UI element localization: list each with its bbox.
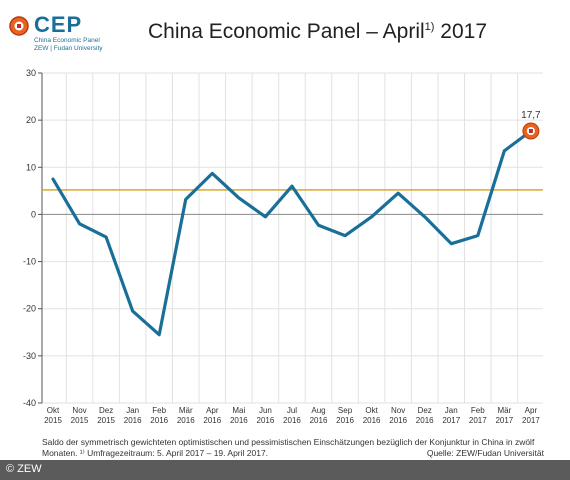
footnote: Saldo der symmetrisch gewichteten optimi…: [42, 437, 547, 459]
x-tick-label-month: Jun: [259, 406, 272, 415]
cep-logo: CEP China Economic Panel ZEW | Fudan Uni…: [8, 10, 128, 54]
title-year: 2017: [440, 20, 487, 43]
x-tick-label-month: Jan: [126, 406, 139, 415]
footnote-line-1: Saldo der symmetrisch gewichteten optimi…: [42, 437, 535, 447]
logo-line-1: China Economic Panel: [34, 37, 100, 44]
y-tick-label: -30: [23, 351, 36, 361]
x-tick-label-month: Mär: [497, 406, 511, 415]
y-tick-label: 0: [31, 209, 36, 219]
x-tick-label-year: 2016: [310, 416, 328, 425]
title-main: China Economic Panel – April: [148, 20, 425, 43]
copyright-text: © ZEW: [6, 463, 42, 475]
x-tick-label-month: Mär: [179, 406, 193, 415]
copyright-bar: © ZEW: [0, 460, 570, 480]
logo-line-2: ZEW | Fudan University: [34, 45, 103, 52]
line-chart: 3020100-10-20-30-40Okt2015Nov2015Dez2015…: [23, 68, 543, 425]
x-tick-label-year: 2016: [177, 416, 195, 425]
chart-title: China Economic Panel – April1) 2017: [148, 20, 487, 44]
x-tick-label-month: Mai: [232, 406, 245, 415]
x-tick-label-year: 2016: [150, 416, 168, 425]
x-tick-label-month: Sep: [338, 406, 353, 415]
x-tick-label-year: 2017: [469, 416, 487, 425]
x-tick-label-month: Aug: [311, 406, 325, 415]
y-tick-label: 10: [26, 162, 36, 172]
last-value-label: 17,7: [521, 110, 541, 121]
x-tick-label-year: 2017: [522, 416, 540, 425]
y-tick-label: 30: [26, 68, 36, 78]
x-tick-label-year: 2016: [416, 416, 434, 425]
x-tick-label-year: 2017: [442, 416, 460, 425]
x-tick-label-year: 2015: [44, 416, 62, 425]
source-note: Quelle: ZEW/Fudan Universität: [426, 448, 544, 458]
x-tick-label-year: 2016: [257, 416, 275, 425]
title-footnote-mark: 1): [424, 21, 435, 33]
x-tick-label-year: 2016: [389, 416, 407, 425]
x-tick-label-year: 2016: [230, 416, 248, 425]
series-line: [51, 129, 533, 337]
y-tick-label: -40: [23, 398, 36, 408]
y-tick-label: 20: [26, 115, 36, 125]
logo-name: CEP: [34, 12, 83, 37]
x-tick-label-month: Dez: [99, 406, 113, 415]
x-tick-label-month: Apr: [206, 406, 219, 415]
x-tick-label-year: 2015: [71, 416, 89, 425]
x-tick-label-month: Feb: [471, 406, 485, 415]
x-tick-label-month: Apr: [525, 406, 538, 415]
x-tick-label-month: Jan: [445, 406, 458, 415]
x-tick-label-month: Nov: [391, 406, 405, 415]
x-tick-label-month: Jul: [287, 406, 297, 415]
x-tick-label-month: Nov: [72, 406, 86, 415]
x-tick-label-year: 2016: [336, 416, 354, 425]
x-tick-label-year: 2016: [124, 416, 142, 425]
footnote-line-2: Monaten. ¹⁾ Umfragezeitraum: 5. April 20…: [42, 448, 269, 458]
x-tick-label-month: Dez: [418, 406, 432, 415]
x-tick-label-year: 2016: [203, 416, 221, 425]
x-tick-label-year: 2016: [283, 416, 301, 425]
y-tick-label: -20: [23, 304, 36, 314]
last-point-marker-center: [528, 128, 533, 133]
x-tick-label-month: Feb: [152, 406, 166, 415]
x-tick-label-month: Okt: [47, 406, 60, 415]
x-tick-label-year: 2016: [363, 416, 381, 425]
y-tick-label: -10: [23, 257, 36, 267]
cep-logo-mark: [9, 16, 29, 36]
x-tick-label-year: 2017: [495, 416, 513, 425]
x-tick-label-year: 2015: [97, 416, 115, 425]
x-tick-label-month: Okt: [365, 406, 378, 415]
